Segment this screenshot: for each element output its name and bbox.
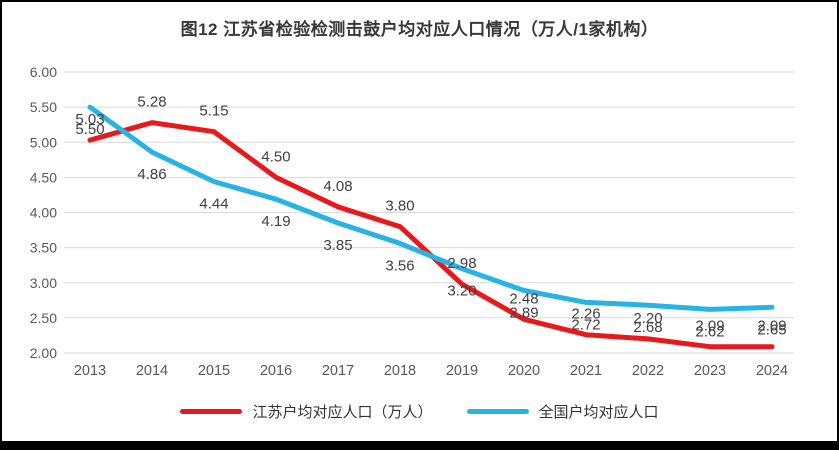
y-tick-label: 3.00 (30, 275, 57, 291)
data-label-jiangsu: 4.08 (323, 178, 352, 195)
x-tick-label: 2020 (508, 363, 540, 379)
y-tick-label: 3.50 (30, 240, 57, 256)
data-label-jiangsu: 2.09 (757, 318, 786, 335)
data-label-jiangsu: 4.50 (261, 148, 290, 165)
data-label-national: 2.68 (633, 319, 662, 336)
data-label-jiangsu: 2.98 (447, 255, 476, 272)
y-tick-label: 6.00 (30, 64, 57, 80)
data-label-national: 2.72 (571, 316, 600, 333)
x-tick-label: 2021 (570, 363, 602, 379)
series-line-jiangsu (87, 120, 775, 350)
data-label-national: 4.44 (199, 196, 228, 213)
data-label-national: 2.65 (757, 321, 786, 338)
data-label-national: 2.89 (509, 304, 538, 321)
y-tick-label: 5.00 (30, 134, 57, 150)
legend-label-jiangsu: 江苏户均对应人口（万人） (252, 404, 433, 421)
data-label-jiangsu: 2.26 (571, 306, 600, 323)
data-label-national: 4.86 (137, 166, 166, 183)
data-label-national: 5.50 (75, 121, 104, 138)
data-label-jiangsu: 5.03 (75, 111, 104, 128)
data-label-national: 2.62 (695, 323, 724, 340)
data-label-jiangsu: 2.20 (633, 310, 662, 327)
legend-item-national: 全国户均对应人口 (466, 401, 659, 422)
line-chart: 2.00 2.50 3.00 3.50 4.00 4.50 5.00 5.50 6.00 2013… (30, 64, 794, 379)
legend-item-jiangsu: 江苏户均对应人口（万人） (180, 401, 433, 422)
x-tick-label: 2014 (136, 363, 168, 379)
x-tick-label: 2015 (198, 363, 230, 379)
chart-title: 图12 江苏省检验检测击鼓户均对应人口情况（万人/1家机构） (180, 20, 659, 39)
y-tick-label: 2.00 (30, 345, 57, 361)
x-tick-label: 2016 (260, 363, 292, 379)
data-label-jiangsu: 5.15 (199, 103, 228, 120)
legend-swatch-jiangsu (180, 409, 243, 414)
y-tick-label: 4.00 (30, 205, 57, 221)
x-tick-label: 2013 (74, 363, 106, 379)
x-tick-label: 2018 (384, 363, 416, 379)
data-label-jiangsu: 2.09 (695, 318, 724, 335)
legend-swatch-national (466, 409, 529, 414)
data-label-national: 3.85 (323, 237, 352, 254)
series-line-national (87, 104, 775, 312)
data-label-national: 3.20 (447, 283, 476, 300)
data-label-jiangsu: 2.48 (509, 290, 538, 307)
data-label-national: 3.56 (385, 257, 414, 274)
x-tick-label: 2019 (446, 363, 478, 379)
data-label-national: 4.19 (261, 213, 290, 230)
data-label-jiangsu: 3.80 (385, 198, 414, 215)
x-tick-label: 2017 (322, 363, 354, 379)
y-tick-label: 4.50 (30, 169, 57, 185)
x-tick-label: 2023 (694, 363, 726, 379)
y-tick-label: 2.50 (30, 310, 57, 326)
data-label-jiangsu: 5.28 (137, 94, 166, 111)
legend-label-national: 全国户均对应人口 (538, 404, 659, 421)
x-tick-label: 2022 (632, 363, 664, 379)
chart-legend: 江苏户均对应人口（万人） 全国户均对应人口 (2, 401, 837, 422)
x-tick-label: 2024 (756, 363, 788, 379)
y-tick-label: 5.50 (30, 99, 57, 115)
